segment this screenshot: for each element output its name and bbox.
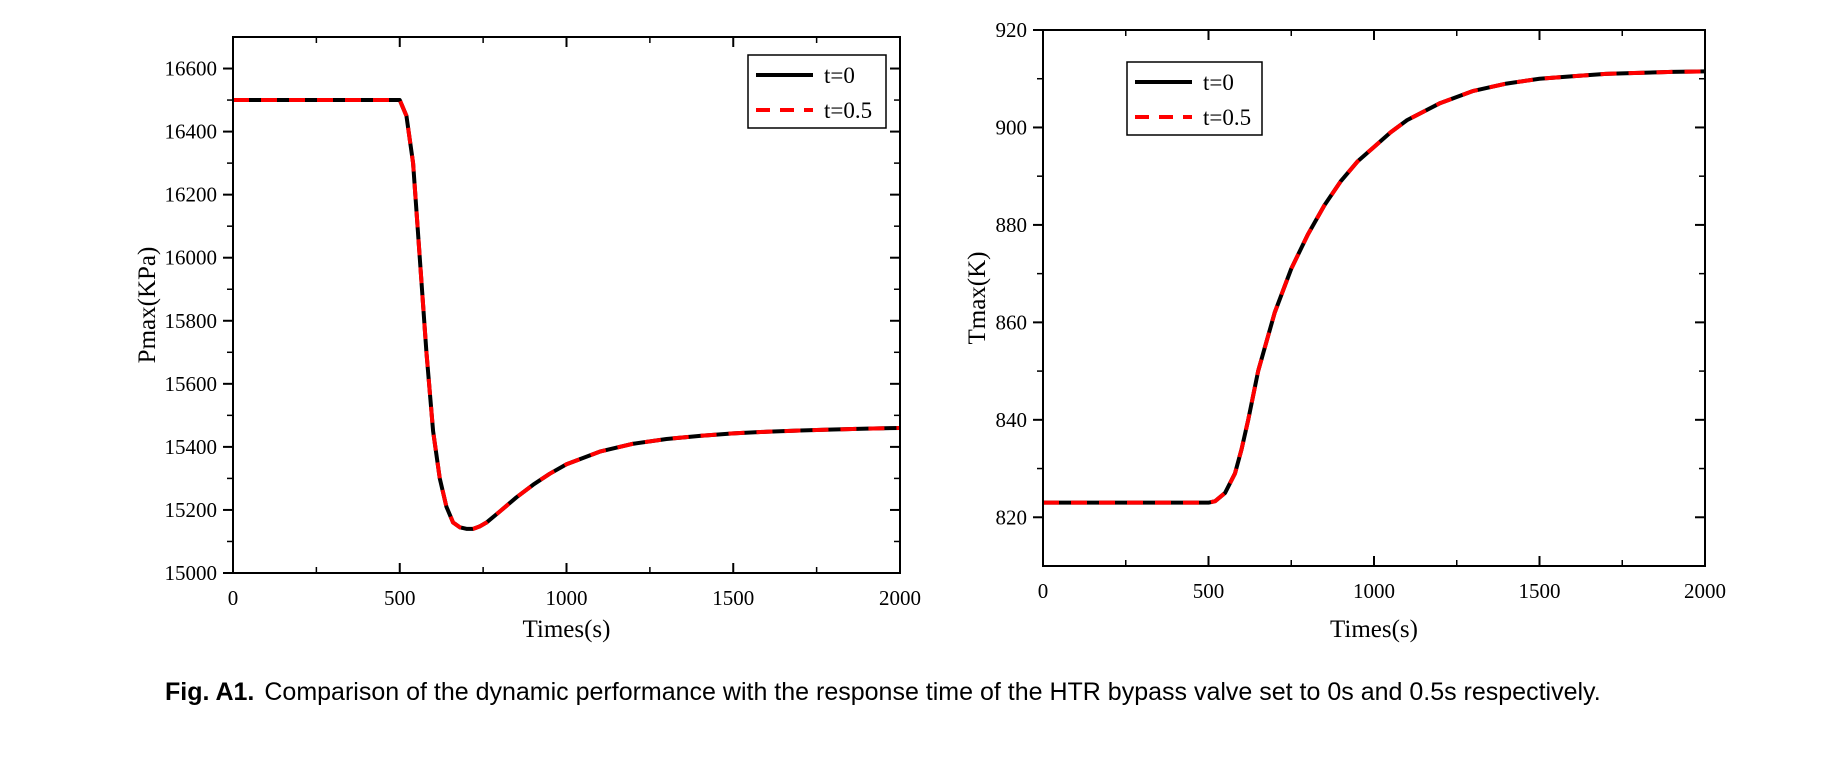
pmax-x-tick-label: 1000 — [546, 586, 588, 610]
pmax-legend-label: t=0.5 — [824, 98, 872, 123]
pmax-x-axis-label: Times(s) — [523, 616, 611, 643]
pmax-y-tick-label: 16600 — [165, 57, 218, 81]
pmax-x-tick-label: 500 — [384, 586, 416, 610]
pmax-y-axis-label: Pmax(KPa) — [134, 247, 161, 364]
pmax-y-tick-label: 15600 — [165, 372, 218, 396]
pmax-legend-box — [747, 54, 887, 129]
pmax-y-tick-label: 16400 — [165, 120, 218, 144]
pmax-x-tick-label: 2000 — [879, 586, 921, 610]
pmax-y-tick-label: 15200 — [165, 498, 218, 522]
pmax-series-t05-line — [233, 98, 901, 531]
pmax-x-tick-label: 0 — [228, 586, 239, 610]
pmax-y-tick-label: 16000 — [165, 246, 218, 270]
pmax-y-tick-label: 15000 — [165, 561, 218, 585]
pmax-x-tick-label: 1500 — [712, 586, 754, 610]
pmax-y-tick-label: 16200 — [165, 183, 218, 207]
figure-label: Fig. A1. — [165, 678, 255, 706]
pmax-y-tick-label: 15800 — [165, 309, 218, 333]
pmax-chart: 0 500 1000 1500 2000 15000 15200 15400 15600 1580… — [134, 36, 921, 643]
pmax-y-tick-label: 15400 — [165, 435, 218, 459]
figure-caption-text: Comparison of the dynamic performance wi… — [264, 678, 1601, 706]
pmax-legend-label: t=0 — [824, 63, 855, 88]
figure-caption: Fig. A1. Comparison of the dynamic perfor… — [165, 678, 1765, 707]
